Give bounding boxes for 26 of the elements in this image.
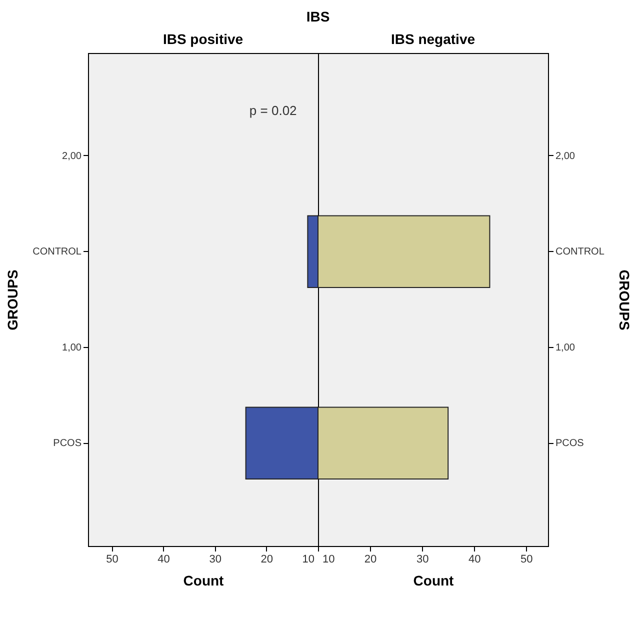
x-tick-label: 10 (322, 554, 335, 566)
chart-title: IBS (306, 8, 330, 24)
x-tick-label: 30 (416, 554, 429, 566)
y-tick-label: PCOS (53, 438, 82, 450)
y-tick-label: PCOS (556, 438, 584, 450)
y-tick-label: CONTROL (32, 246, 82, 258)
annotation: p = 0.02 (249, 103, 297, 118)
y-tick-label: 1,00 (556, 342, 576, 354)
y-axis-title: GROUPS (4, 270, 21, 330)
x-tick-label: 50 (520, 554, 533, 566)
x-tick-label: 40 (468, 554, 481, 566)
y-tick-label: 1,00 (62, 342, 82, 354)
x-tick-label: 20 (260, 554, 274, 566)
chart-subtitle: IBS positive (162, 31, 244, 47)
y-tick-label: CONTROL (556, 246, 605, 258)
y-axis-title: GROUPS (616, 270, 632, 330)
chart-subtitle: IBS negative (390, 31, 476, 47)
x-axis-title: Count (413, 572, 454, 588)
x-tick-label: 10 (302, 554, 314, 566)
x-tick-label: 30 (209, 554, 222, 566)
x-tick-label: 20 (364, 554, 377, 566)
x-axis-title: Count (183, 572, 224, 588)
x-tick-label: 40 (158, 554, 170, 566)
y-tick-label: 2,00 (62, 150, 82, 162)
x-tick-label: 50 (106, 554, 118, 566)
y-tick-label: 2,00 (556, 150, 576, 162)
